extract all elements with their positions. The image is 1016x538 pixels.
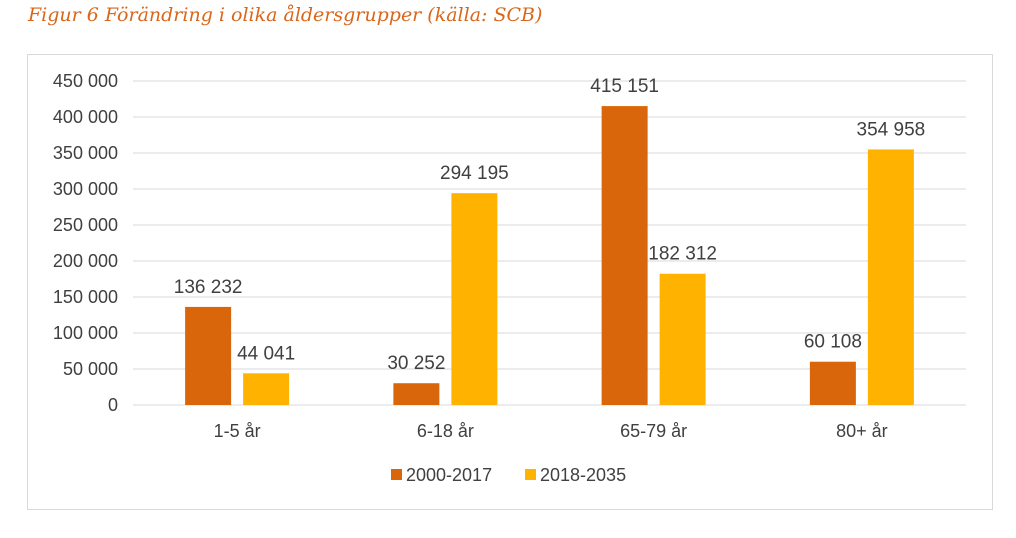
y-tick-label: 0 [108,395,118,415]
data-label: 182 312 [648,244,717,265]
data-label: 44 041 [237,343,295,364]
bar-series1 [809,361,856,405]
legend-label: 2000-2017 [406,465,492,485]
bar-series2 [867,149,914,405]
legend-label: 2018-2035 [540,465,626,485]
bar-series1 [601,106,648,405]
bar-series1 [393,383,440,405]
x-tick-label: 65-79 år [620,421,687,441]
y-tick-label: 250 000 [53,215,118,235]
legend-swatch [525,469,536,480]
x-tick-label: 80+ år [836,421,888,441]
y-tick-label: 150 000 [53,287,118,307]
x-tick-label: 1-5 år [214,421,261,441]
chart-frame [27,54,993,510]
y-tick-label: 100 000 [53,323,118,343]
x-tick-label: 6-18 år [417,421,474,441]
bar-series2 [659,273,706,405]
y-tick-label: 300 000 [53,179,118,199]
data-label: 415 151 [590,76,659,97]
figure-title: Figur 6 Förändring i olika åldersgrupper… [28,4,543,26]
data-label: 354 958 [857,119,926,140]
y-tick-label: 450 000 [53,71,118,91]
data-label: 294 195 [440,163,509,184]
data-label: 30 252 [387,353,445,374]
bar-series2 [451,193,498,405]
data-label: 60 108 [804,332,862,353]
bar-series2 [243,373,290,405]
y-tick-label: 350 000 [53,143,118,163]
data-label: 136 232 [174,277,243,298]
y-tick-label: 200 000 [53,251,118,271]
y-tick-label: 50 000 [63,359,118,379]
bar-series1 [185,306,232,405]
legend-swatch [391,469,402,480]
y-tick-label: 400 000 [53,107,118,127]
